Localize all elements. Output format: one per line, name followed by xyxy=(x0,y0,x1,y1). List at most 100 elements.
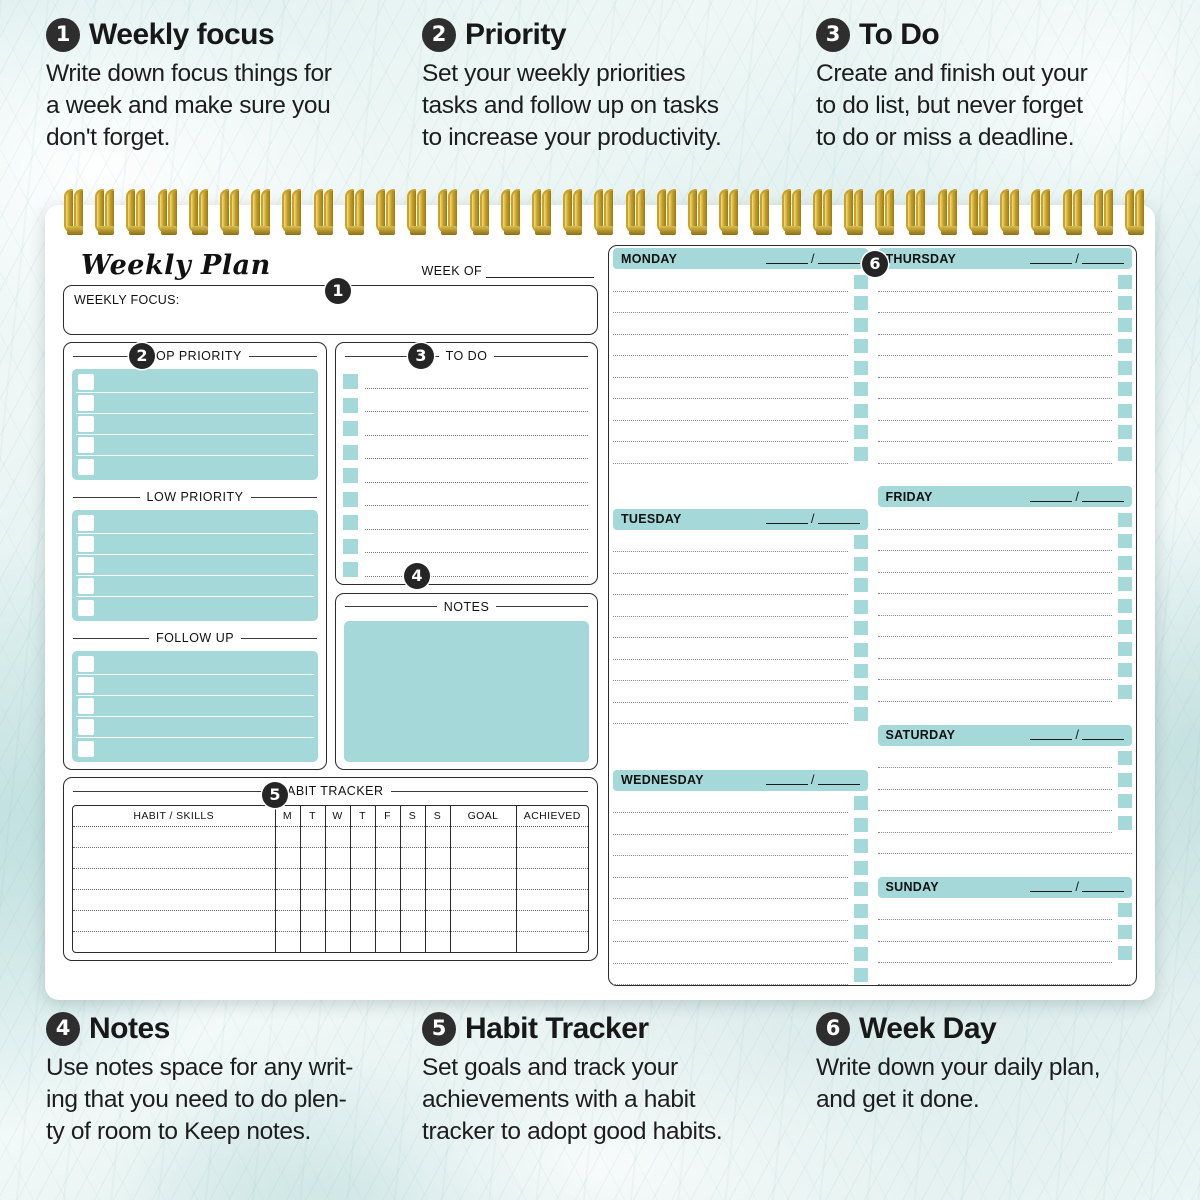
priority-row[interactable] xyxy=(76,372,314,393)
checkbox-icon[interactable] xyxy=(78,740,94,757)
day-lines[interactable] xyxy=(877,269,1132,464)
checkbox-icon[interactable] xyxy=(78,698,94,714)
checkbox-icon[interactable] xyxy=(343,397,358,413)
checkbox-icon[interactable] xyxy=(1118,598,1132,613)
checkbox-icon[interactable] xyxy=(1118,274,1132,289)
day-line[interactable] xyxy=(877,659,1132,681)
day-line[interactable] xyxy=(877,616,1132,638)
checkbox-icon[interactable] xyxy=(1118,663,1132,678)
checkbox-icon[interactable] xyxy=(343,468,358,484)
notes-writing-area[interactable] xyxy=(344,620,589,762)
checkbox-icon[interactable] xyxy=(1118,382,1132,396)
checkbox-icon[interactable] xyxy=(1118,794,1132,809)
day-line[interactable] xyxy=(613,270,868,292)
day-line[interactable] xyxy=(613,792,868,813)
checkbox-icon[interactable] xyxy=(853,817,868,832)
day-line[interactable] xyxy=(877,637,1132,659)
checkbox-icon[interactable] xyxy=(78,536,94,552)
checkbox-icon[interactable] xyxy=(853,274,868,289)
day-block-friday[interactable]: FRIDAY / xyxy=(877,486,1132,702)
table-row[interactable] xyxy=(73,910,588,932)
day-line[interactable] xyxy=(877,292,1132,313)
checkbox-icon[interactable] xyxy=(853,707,868,722)
to-do-row[interactable] xyxy=(343,511,588,535)
day-line[interactable] xyxy=(613,378,868,399)
day-line[interactable] xyxy=(613,552,868,574)
day-line[interactable] xyxy=(613,638,868,660)
week-of-blank[interactable] xyxy=(486,267,594,278)
priority-row[interactable] xyxy=(76,393,314,414)
to-do-row[interactable] xyxy=(343,441,588,465)
day-line[interactable] xyxy=(613,531,868,553)
checkbox-icon[interactable] xyxy=(853,968,868,982)
table-row[interactable] xyxy=(73,931,588,952)
follow-up-list[interactable] xyxy=(72,651,318,762)
checkbox-icon[interactable] xyxy=(853,946,868,961)
day-line[interactable] xyxy=(613,878,868,899)
to-do-row[interactable] xyxy=(343,558,588,582)
day-line[interactable] xyxy=(613,703,868,725)
checkbox-icon[interactable] xyxy=(1118,815,1132,830)
checkbox-icon[interactable] xyxy=(1118,317,1132,332)
day-date-field[interactable]: / xyxy=(1030,880,1124,893)
low-priority-list[interactable] xyxy=(72,510,318,621)
checkbox-icon[interactable] xyxy=(78,374,94,390)
habit-table-body[interactable] xyxy=(73,826,588,952)
day-line[interactable] xyxy=(877,790,1132,812)
checkbox-icon[interactable] xyxy=(853,621,868,636)
table-row[interactable] xyxy=(73,889,588,911)
top-priority-list[interactable] xyxy=(72,369,318,480)
checkbox-icon[interactable] xyxy=(78,656,94,672)
day-line[interactable] xyxy=(877,508,1132,530)
follow-up-row[interactable] xyxy=(76,738,314,759)
day-line[interactable] xyxy=(877,811,1132,833)
day-line[interactable] xyxy=(613,595,868,617)
checkbox-icon[interactable] xyxy=(853,578,868,593)
checkbox-icon[interactable] xyxy=(78,719,94,735)
day-date-field[interactable]: / xyxy=(765,773,860,786)
checkbox-icon[interactable] xyxy=(1118,534,1132,549)
day-block-saturday[interactable]: SATURDAY / xyxy=(877,724,1132,855)
day-block-sunday[interactable]: SUNDAY / xyxy=(877,876,1132,985)
checkbox-icon[interactable] xyxy=(853,317,868,332)
checkbox-icon[interactable] xyxy=(853,382,868,396)
day-line[interactable] xyxy=(613,421,868,442)
checkbox-icon[interactable] xyxy=(1118,425,1132,439)
day-line[interactable] xyxy=(613,921,868,942)
to-do-list[interactable] xyxy=(336,366,597,584)
day-lines[interactable] xyxy=(877,507,1132,702)
day-block-monday[interactable]: MONDAY / xyxy=(613,248,868,464)
day-lines[interactable] xyxy=(613,791,868,985)
day-line[interactable] xyxy=(613,313,868,335)
follow-up-row[interactable] xyxy=(76,696,314,717)
day-line[interactable] xyxy=(877,594,1132,616)
checkbox-icon[interactable] xyxy=(343,421,358,437)
day-line[interactable] xyxy=(877,378,1132,399)
checkbox-icon[interactable] xyxy=(1118,946,1132,961)
checkbox-icon[interactable] xyxy=(853,535,868,550)
checkbox-icon[interactable] xyxy=(343,515,358,531)
checkbox-icon[interactable] xyxy=(343,374,358,390)
day-line[interactable] xyxy=(877,335,1132,356)
table-row[interactable] xyxy=(73,847,588,869)
checkbox-icon[interactable] xyxy=(1118,403,1132,418)
habit-tracker-table[interactable]: HABIT / SKILLS M T W T F S S GOAL ACHI xyxy=(72,805,589,953)
checkbox-icon[interactable] xyxy=(343,562,358,578)
day-date-field[interactable]: / xyxy=(1030,490,1124,503)
day-block-thursday[interactable]: THURSDAY / xyxy=(877,248,1132,464)
checkbox-icon[interactable] xyxy=(1118,512,1132,527)
checkbox-icon[interactable] xyxy=(78,599,94,616)
to-do-row[interactable] xyxy=(343,535,588,559)
checkbox-icon[interactable] xyxy=(1118,924,1132,939)
checkbox-icon[interactable] xyxy=(853,425,868,439)
checkbox-icon[interactable] xyxy=(343,538,358,554)
day-block-wednesday[interactable]: WEDNESDAY / xyxy=(613,769,868,985)
to-do-row[interactable] xyxy=(343,370,588,394)
day-line[interactable] xyxy=(613,899,868,921)
checkbox-icon[interactable] xyxy=(78,677,94,693)
priority-row[interactable] xyxy=(76,555,314,576)
day-line[interactable] xyxy=(877,833,1132,855)
checkbox-icon[interactable] xyxy=(853,839,868,853)
day-line[interactable] xyxy=(877,899,1132,921)
checkbox-icon[interactable] xyxy=(853,556,868,571)
